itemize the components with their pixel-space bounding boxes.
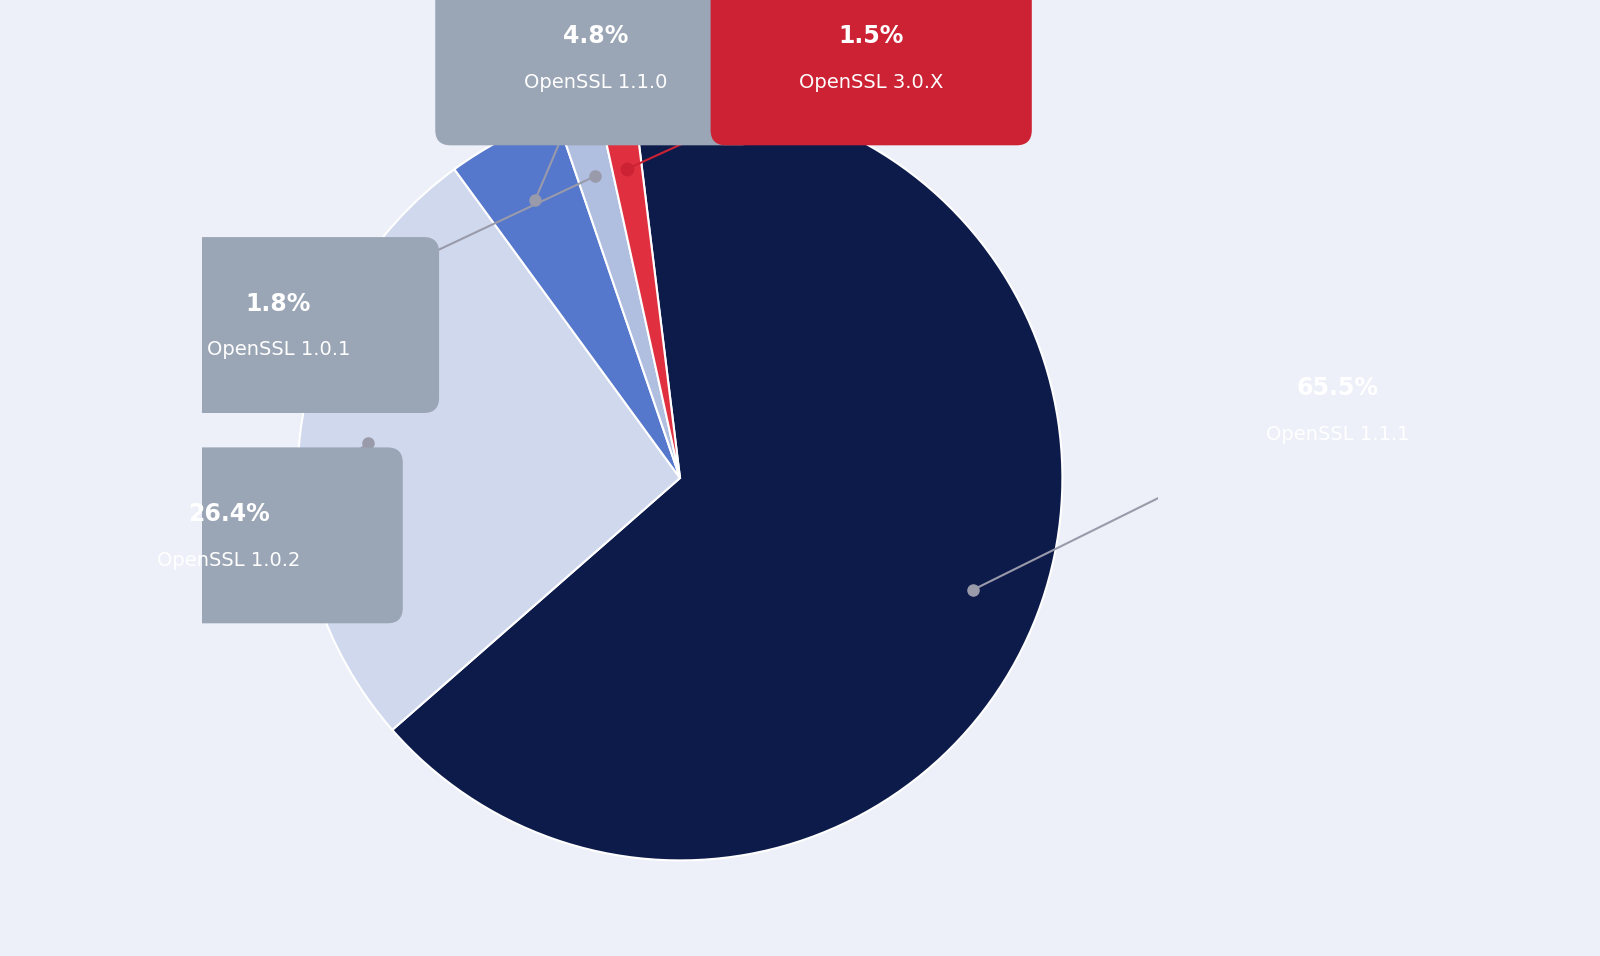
Text: OpenSSL 3.0.X: OpenSSL 3.0.X <box>798 73 944 92</box>
Text: OpenSSL 1.0.2: OpenSSL 1.0.2 <box>157 551 301 570</box>
FancyBboxPatch shape <box>435 0 757 145</box>
Text: 1.8%: 1.8% <box>246 292 310 316</box>
FancyBboxPatch shape <box>710 0 1032 145</box>
Text: OpenSSL 1.0.1: OpenSSL 1.0.1 <box>206 340 350 359</box>
Wedge shape <box>298 169 680 729</box>
Text: 65.5%: 65.5% <box>1296 376 1379 401</box>
Wedge shape <box>454 117 680 478</box>
Text: 26.4%: 26.4% <box>187 502 270 527</box>
FancyBboxPatch shape <box>1178 321 1498 497</box>
Wedge shape <box>598 98 680 478</box>
Text: OpenSSL 1.1.1: OpenSSL 1.1.1 <box>1266 424 1410 444</box>
Text: OpenSSL 1.1.0: OpenSSL 1.1.0 <box>525 73 667 92</box>
Wedge shape <box>392 96 1062 860</box>
Text: 4.8%: 4.8% <box>563 24 629 49</box>
FancyBboxPatch shape <box>54 447 403 623</box>
FancyBboxPatch shape <box>118 237 438 413</box>
Wedge shape <box>557 104 680 478</box>
Text: 1.5%: 1.5% <box>838 24 904 49</box>
